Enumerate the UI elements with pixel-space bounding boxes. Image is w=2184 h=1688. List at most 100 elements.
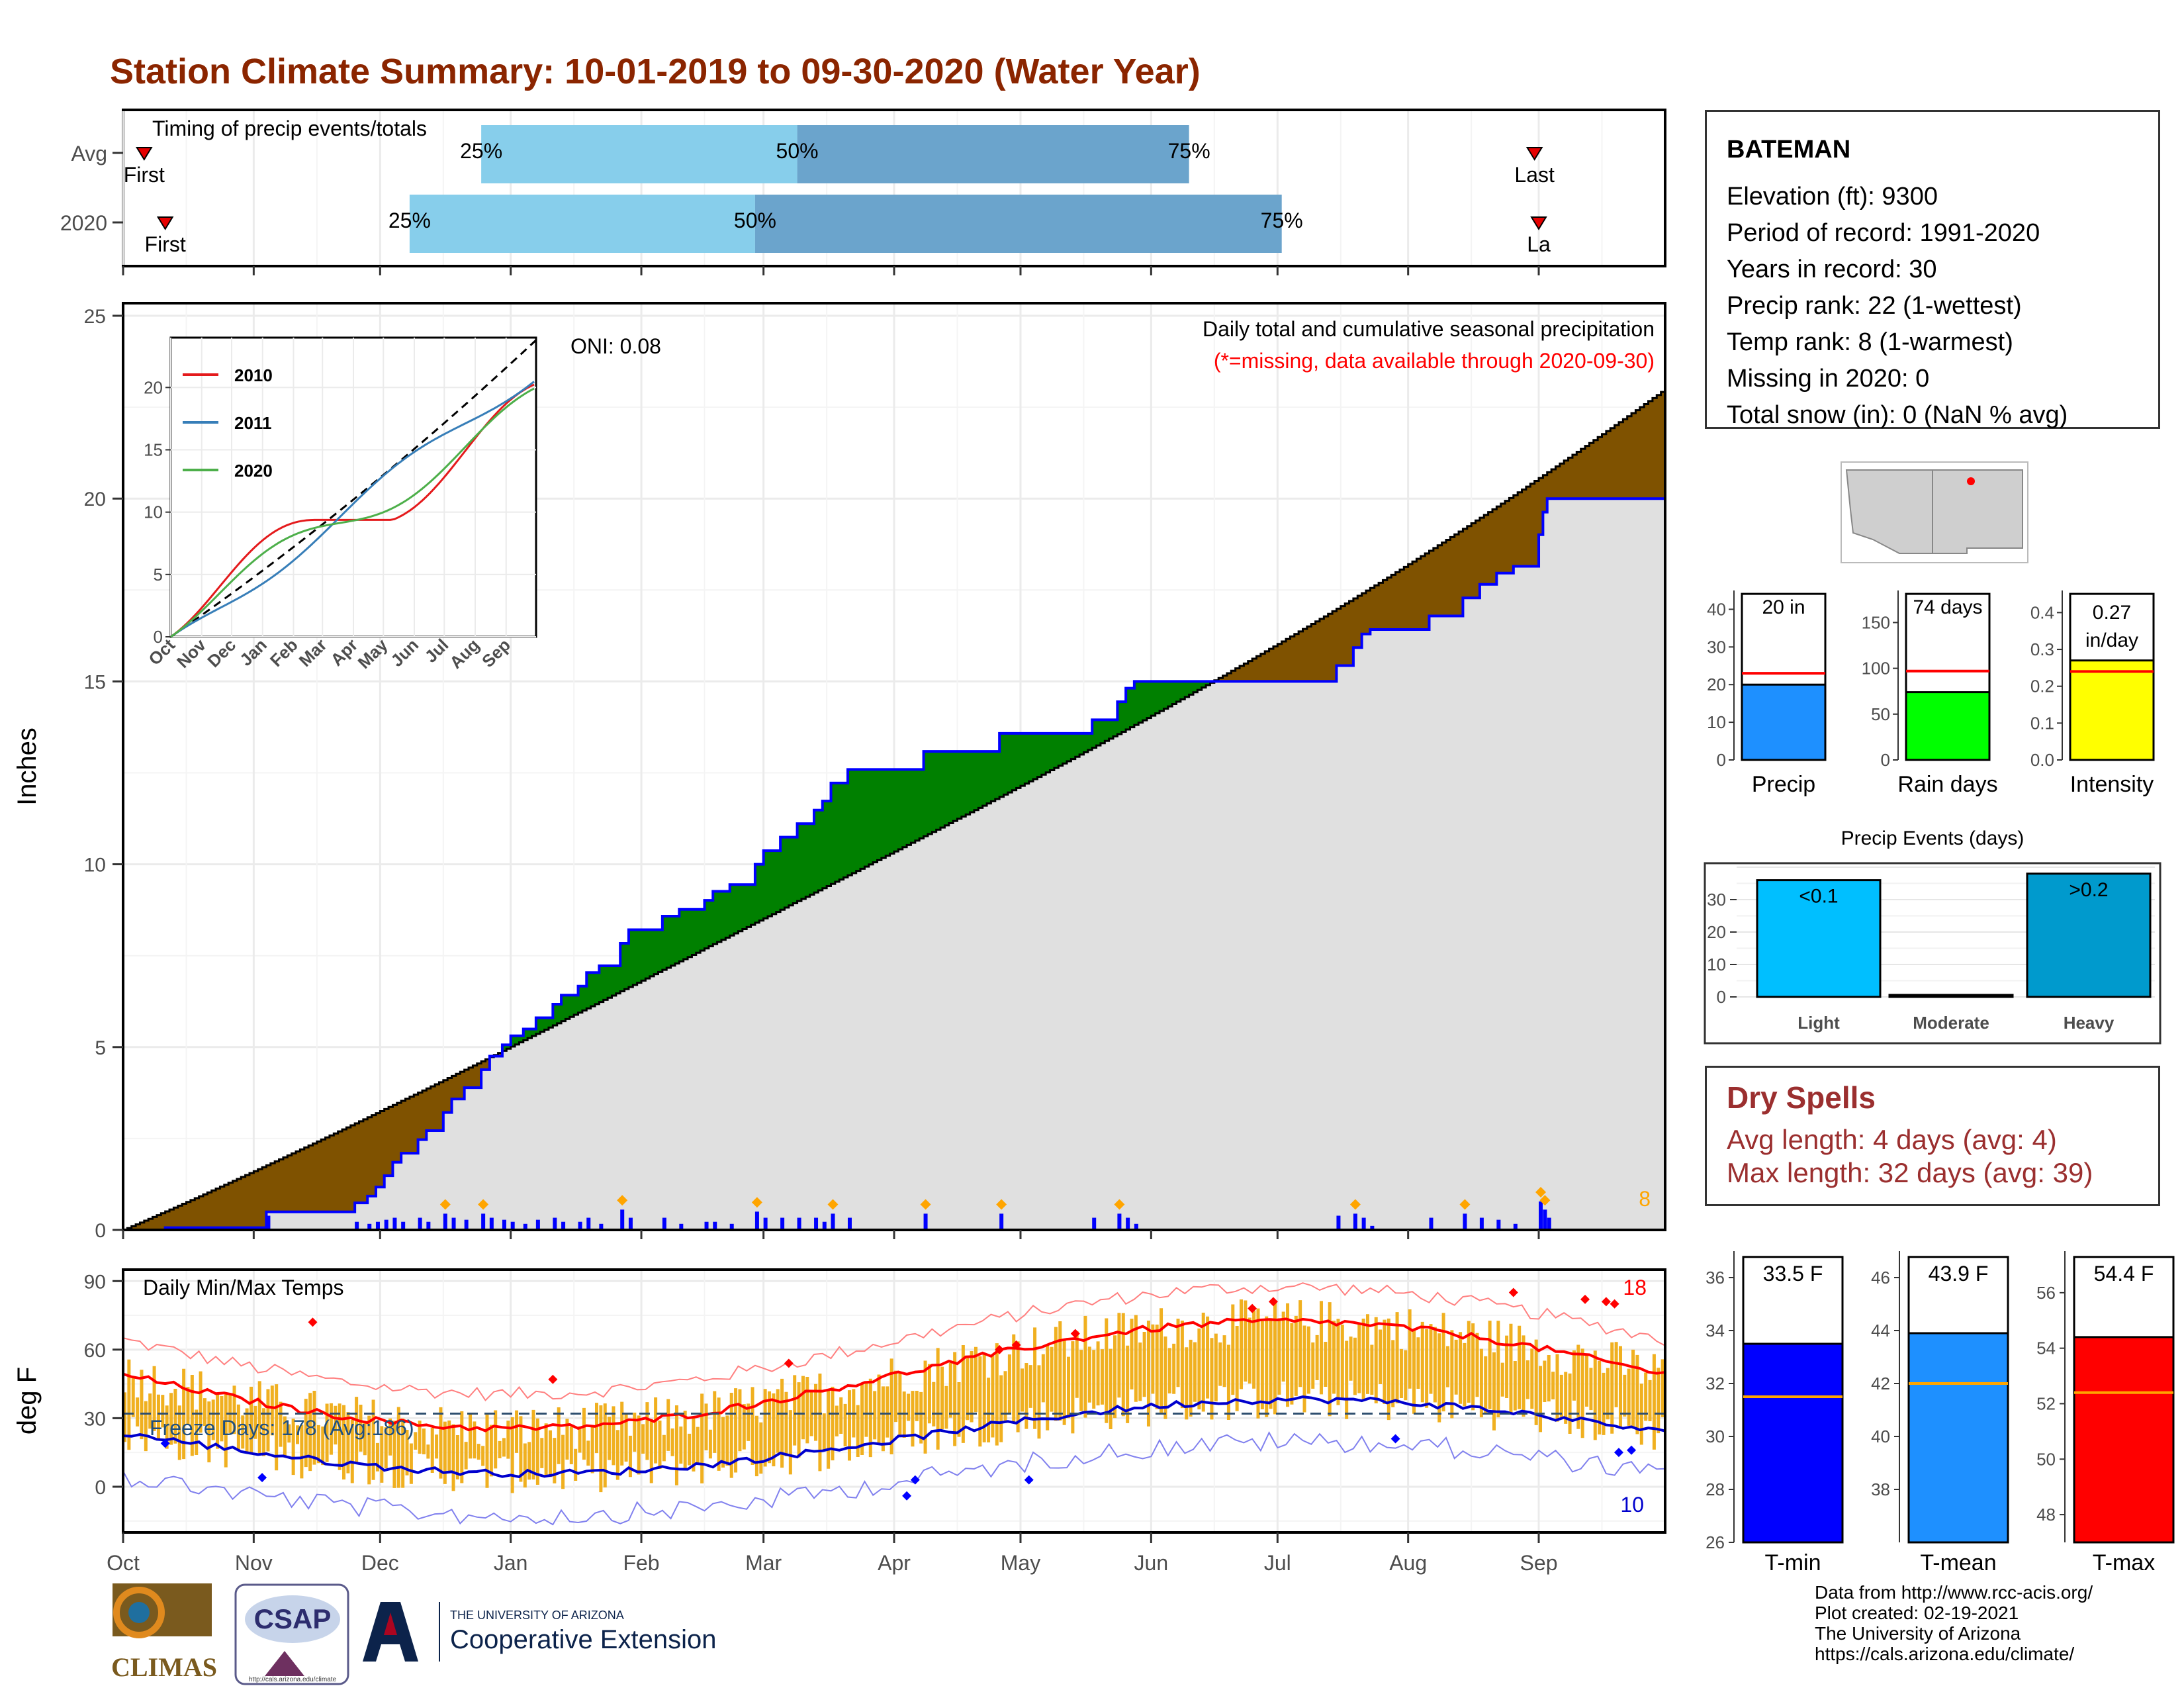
precip-daily-bar — [620, 1209, 625, 1230]
precip-daily-marker — [1539, 1195, 1551, 1206]
temps-record-high-marker — [1580, 1294, 1590, 1304]
credit-source: Data from http://www.rcc-acis.org/ — [1815, 1582, 2093, 1603]
precip-daily-bar — [401, 1221, 406, 1230]
events-ytick-label: 10 — [1707, 955, 1726, 974]
precip-daily-bar — [1336, 1215, 1341, 1230]
precip-daily-bar — [561, 1221, 566, 1230]
mini-bar-chart-intensity: 0.0 0.1 0.2 0.3 0.4 0.27 in/day Intensity — [2030, 590, 2155, 797]
precip-note-1: Daily total and cumulative seasonal prec… — [1203, 317, 1655, 341]
precip-daily-bar — [1463, 1213, 1467, 1230]
precip-daily-bar — [1429, 1217, 1433, 1230]
events-category-label: Moderate — [1913, 1013, 1989, 1033]
station-missing: Missing in 2020: 0 — [1727, 365, 1930, 393]
timing-q50-label: 50% — [734, 209, 776, 232]
mini-bar-ytick-label: 0.1 — [2030, 713, 2054, 733]
temps-top-count: 18 — [1623, 1276, 1647, 1299]
precip-daily-bar — [704, 1221, 709, 1230]
inset-average-line — [170, 339, 537, 638]
temps-ytick-label: 90 — [84, 1271, 106, 1293]
precip-daily-bar — [1543, 1209, 1547, 1230]
month-label: Sep — [1520, 1551, 1558, 1575]
timing-q50-label: 50% — [776, 139, 819, 163]
temps-record-low-marker — [1390, 1434, 1400, 1444]
precip-daily-marker — [996, 1199, 1007, 1210]
precip-daily-bar — [489, 1217, 494, 1230]
temps-record-high-marker — [1601, 1297, 1611, 1307]
temp-bar-ytick-label: 52 — [2036, 1393, 2056, 1413]
mini-bar-value-unit: in/day — [2085, 630, 2138, 651]
temps-record-high-marker — [1268, 1297, 1278, 1307]
temps-record-high-marker — [995, 1344, 1005, 1354]
oni-label: ONI: 0.08 — [570, 334, 661, 358]
mini-bar-value-bar — [1741, 683, 1827, 761]
precip-daily-bar — [451, 1217, 456, 1230]
credit-url: https://cals.arizona.edu/climate/ — [1815, 1644, 2075, 1664]
precip-ytick-label: 15 — [84, 671, 106, 693]
temp-bar-chart-t-max: 48 50 52 54 56 54.4 F T-max — [2036, 1251, 2175, 1575]
dry-spells-max: Max length: 32 days (avg: 39) — [1727, 1157, 2093, 1188]
climas-logo-core — [128, 1602, 150, 1623]
temp-bar-chart-t-mean: 38 40 42 44 46 43.9 F T-mean — [1871, 1251, 2009, 1575]
temp-bar-ytick-label: 34 — [1706, 1321, 1725, 1340]
precip-observed-line — [123, 497, 1665, 1231]
logos: CLIMAS CSAP http://cals.arizona.edu/climat… — [111, 1583, 716, 1685]
temps-avg-max-line — [122, 1317, 1666, 1432]
precip-daily-bar — [578, 1221, 582, 1230]
precip-daily-bar — [729, 1223, 734, 1230]
precip-ytick-label: 0 — [95, 1220, 106, 1242]
month-label: Aug — [1389, 1551, 1427, 1575]
precip-daily-bar — [392, 1217, 397, 1230]
station-years: Years in record: 30 — [1727, 256, 1937, 283]
temps-ylabel: deg F — [13, 1367, 42, 1434]
precip-daily-bar — [831, 1213, 835, 1230]
precip-daily-bar — [847, 1217, 852, 1230]
precip-daily-bar — [1134, 1223, 1138, 1230]
mini-bar-chart-rain-days: 0 50 100 150 74 days Rain days — [1862, 590, 1998, 797]
map-new-mexico — [1932, 469, 2023, 554]
precip-daily-bar — [1353, 1213, 1357, 1230]
precip-daily-marker — [827, 1199, 839, 1210]
precip-daily-bar — [923, 1213, 928, 1230]
precip-daily-bar — [1370, 1225, 1375, 1230]
temp-bar-ytick-label: 46 — [1871, 1268, 1890, 1288]
temp-bar-ytick-label: 44 — [1871, 1321, 1890, 1340]
precip-surplus-area — [489, 681, 1214, 1057]
precip-daily-marker — [617, 1195, 628, 1206]
temp-bar-ytick-label: 36 — [1706, 1268, 1725, 1288]
month-label: Jul — [1264, 1551, 1291, 1575]
precip-events-chart: Precip Events (days) 0 10 20 30 <0.1 Light Mode… — [1704, 827, 2161, 1045]
credit-university: The University of Arizona — [1815, 1623, 2021, 1644]
timing-q25-label: 25% — [460, 139, 502, 163]
precip-daily-bar — [523, 1223, 527, 1230]
timing-last-marker — [1530, 216, 1547, 230]
precip-daily-bar — [1479, 1217, 1484, 1230]
credit-date: Plot created: 02-19-2021 — [1815, 1603, 2019, 1623]
month-label: Jun — [1134, 1551, 1169, 1575]
events-bar-light — [1756, 879, 1882, 998]
timing-bar-q50-q75 — [797, 125, 1189, 183]
temp-bar-ytick-label: 32 — [1706, 1374, 1725, 1393]
temp-bar-value-label: 43.9 F — [1929, 1262, 1989, 1286]
temps-record-low-marker — [902, 1491, 912, 1501]
mini-bar-ytick-label: 100 — [1862, 659, 1890, 679]
temps-record-high-marker — [1011, 1340, 1021, 1350]
credits: Data from http://www.rcc-acis.org/ Plot … — [1815, 1582, 2093, 1664]
station-name: BATEMAN — [1727, 136, 1851, 164]
station-temp-rank: Temp rank: 8 (1-warmest) — [1727, 328, 2013, 356]
events-bar-moderate — [1888, 994, 2014, 998]
mini-bar-ytick-label: 0.4 — [2030, 602, 2054, 622]
timing-q75-label: 75% — [1168, 139, 1210, 163]
precip-daily-bar — [1539, 1201, 1543, 1230]
month-label: Nov — [235, 1551, 273, 1575]
precip-daily-bar — [502, 1219, 506, 1230]
summary-bar-charts: 0 10 20 30 40 20 in Precip 0 50 100 150 74 days Rain… — [1707, 590, 2155, 797]
mini-bar-value-bar — [1905, 691, 1991, 761]
temp-bar-category-label: T-max — [2093, 1550, 2155, 1575]
precip-daily-marker — [478, 1199, 489, 1210]
temps-ytick-label: 60 — [84, 1340, 106, 1362]
precip-daily-bar — [355, 1221, 359, 1230]
mini-bar-category-label: Precip — [1752, 772, 1815, 797]
ua-logo-big-text: Cooperative Extension — [450, 1625, 716, 1654]
temp-bar-chart-t-min: 26 28 30 32 34 36 33.5 F T-min — [1706, 1251, 1844, 1575]
